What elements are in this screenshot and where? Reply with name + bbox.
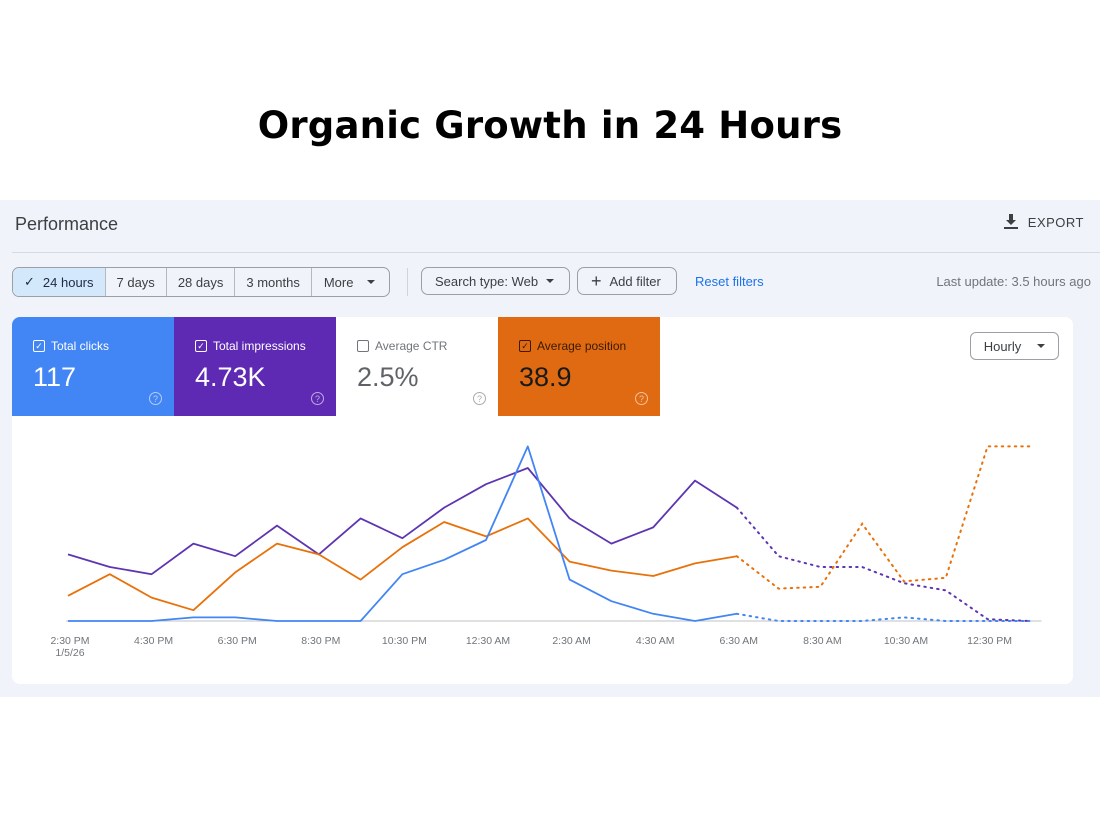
help-icon[interactable]: ?: [311, 392, 324, 405]
x-tick-label: 2:30 AM: [552, 635, 591, 647]
granularity-dropdown[interactable]: Hourly: [970, 332, 1059, 360]
help-icon[interactable]: ?: [635, 392, 648, 405]
checkbox-checked-icon[interactable]: ✓: [195, 340, 207, 352]
range-28-days[interactable]: 28 days: [167, 268, 236, 296]
check-icon: ✓: [24, 274, 35, 289]
performance-panel: Performance EXPORT ✓ 24 hours 7 days 28 d…: [0, 200, 1100, 697]
checkbox-unchecked-icon[interactable]: [357, 340, 369, 352]
checkbox-checked-icon[interactable]: ✓: [33, 340, 45, 352]
metric-total-clicks[interactable]: ✓ Total clicks 117 ?: [12, 317, 174, 416]
series-2-projected-line: [735, 612, 1031, 622]
divider: [12, 252, 1100, 253]
download-icon: [1003, 214, 1018, 229]
x-tick-label: 2:30 PM: [50, 635, 89, 647]
x-tick-label: 10:30 PM: [382, 635, 427, 647]
range-24-hours[interactable]: ✓ 24 hours: [13, 268, 106, 296]
metric-average-position[interactable]: ✓ Average position 38.9 ?: [498, 317, 660, 416]
x-tick-label: 10:30 AM: [884, 635, 928, 647]
series-1-line: [67, 517, 737, 612]
export-label: EXPORT: [1027, 214, 1084, 230]
reset-filters-link[interactable]: Reset filters: [695, 274, 764, 289]
metric-value: 4.73K: [195, 362, 266, 392]
range-7-days[interactable]: 7 days: [106, 268, 167, 296]
page-headline: Organic Growth in 24 Hours: [257, 104, 843, 147]
add-filter-button[interactable]: + Add filter: [577, 267, 677, 295]
x-tick-label: 4:30 AM: [636, 635, 675, 647]
checkbox-checked-icon[interactable]: ✓: [519, 340, 531, 352]
x-tick-label: 12:30 PM: [967, 635, 1012, 647]
last-update-text: Last update: 3.5 hours ago: [936, 274, 1091, 289]
caret-down-icon: [367, 280, 376, 284]
date-range-selector: ✓ 24 hours 7 days 28 days 3 months More: [12, 267, 391, 297]
x-tick-label: 8:30 PM: [301, 635, 340, 647]
x-tick-label: 4:30 PM: [134, 635, 173, 647]
metric-value: 2.5%: [357, 362, 419, 392]
help-icon[interactable]: ?: [473, 392, 486, 405]
chart-card: ✓ Total clicks 117 ? ✓ Total impressions 4…: [12, 317, 1073, 684]
series-0-projected-line: [735, 506, 1031, 622]
x-tick-label: 6:30 AM: [720, 635, 759, 647]
metric-total-impressions[interactable]: ✓ Total impressions 4.73K ?: [174, 317, 336, 416]
caret-down-icon: [546, 279, 555, 283]
metric-average-ctr[interactable]: Average CTR 2.5% ?: [336, 317, 498, 416]
range-more[interactable]: More: [312, 268, 390, 296]
series-2-line: [68, 445, 737, 622]
caret-down-icon: [1037, 344, 1046, 348]
performance-chart: 2:30 PM 4:30 PM 6:30 PM 8:30 PM 10:30 PM 12:3…: [50, 445, 1042, 659]
export-button[interactable]: EXPORT: [1003, 214, 1084, 230]
x-tick-sublabel: 1/5/26: [55, 647, 84, 659]
help-icon[interactable]: ?: [149, 392, 162, 405]
x-tick-label: 6:30 PM: [218, 635, 257, 647]
divider: [407, 268, 408, 296]
metric-value: 117: [33, 362, 77, 392]
x-tick-label: 8:30 AM: [803, 635, 842, 647]
metric-value: 38.9: [519, 362, 572, 392]
search-type-dropdown[interactable]: Search type: Web: [421, 267, 570, 295]
plus-icon: +: [591, 271, 602, 291]
series-0-line: [67, 467, 738, 576]
series-1-projected-line: [735, 445, 1031, 590]
range-3-months[interactable]: 3 months: [235, 268, 312, 296]
page-title: Performance: [15, 214, 119, 234]
x-tick-label: 12:30 AM: [466, 635, 510, 647]
